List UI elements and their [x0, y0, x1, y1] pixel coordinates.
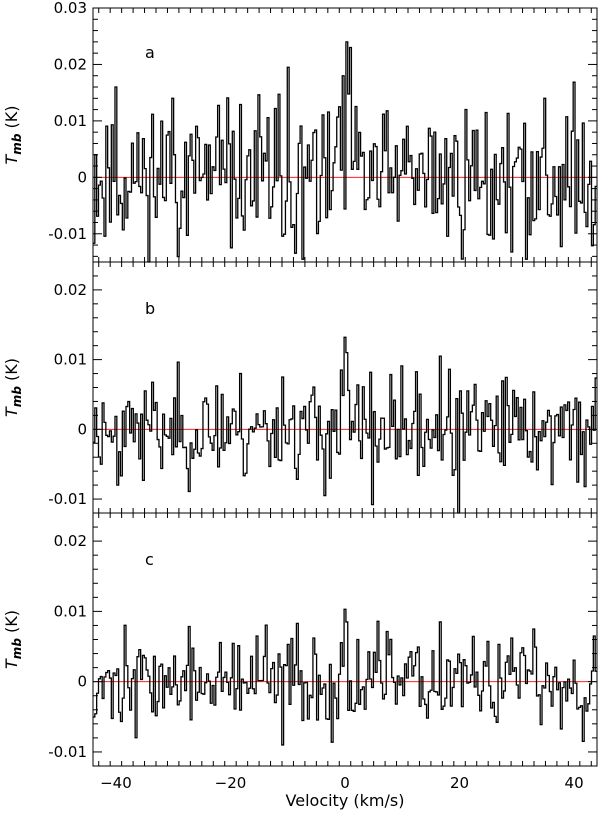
panel-letter: c: [145, 550, 154, 569]
y-axis-label: Tmb (K): [2, 106, 24, 165]
panel-frame: [92, 261, 598, 514]
spectrum-line: [93, 41, 597, 263]
panel-frame: [92, 512, 598, 767]
panel-b: -0.01 0 0.01 0.02 b Tmb (K): [2, 261, 598, 514]
y-axis-label-unit: (K): [2, 106, 21, 134]
y-tick-label: 0.02: [54, 281, 87, 299]
y-tick-label: 0.01: [54, 602, 87, 620]
y-tick-label: 0.03: [54, 0, 87, 17]
panel-letter: a: [145, 43, 155, 62]
y-axis-label-sub: mb: [10, 638, 24, 660]
x-tick-label: −40: [100, 774, 132, 792]
x-tick-label: 40: [565, 774, 584, 792]
y-tick-label: 0: [77, 673, 87, 691]
y-tick-label: -0.01: [48, 743, 87, 761]
y-tick-label: 0.01: [54, 112, 87, 130]
x-tick-label: 20: [450, 774, 469, 792]
y-axis-label-base: T: [2, 658, 21, 669]
y-tick-label: 0.02: [54, 55, 87, 73]
panels-layer: -0.01 0 0.01 0.02 0.03 a Tmb (K) -0.01 0 0.01 0.02…: [2, 0, 598, 792]
y-tick-label: -0.01: [48, 490, 87, 508]
spectrum-line: [93, 608, 597, 746]
y-tick-label: 0.01: [54, 351, 87, 369]
y-axis-label: Tmb (K): [2, 358, 24, 417]
y-axis-label-unit: (K): [2, 358, 21, 386]
x-tick-label: −20: [215, 774, 247, 792]
panel-a: -0.01 0 0.01 0.02 0.03 a Tmb (K): [2, 0, 598, 263]
x-tick-label: 0: [340, 774, 350, 792]
y-tick-label: 0.02: [54, 532, 87, 550]
y-axis-label: Tmb (K): [2, 610, 24, 669]
y-axis-label-sub: mb: [10, 133, 24, 155]
spectrum-line: [93, 336, 597, 514]
y-axis-label-base: T: [2, 406, 21, 417]
y-axis-label-base: T: [2, 153, 21, 164]
y-tick-label: 0: [77, 168, 87, 186]
y-tick-label: 0: [77, 420, 87, 438]
y-axis-label-unit: (K): [2, 610, 21, 638]
x-axis-label: Velocity (km/s): [286, 791, 405, 810]
y-tick-label: -0.01: [48, 225, 87, 243]
panel-c: -0.01 0 0.01 0.02 c Tmb (K): [2, 512, 598, 767]
y-axis-label-sub: mb: [10, 386, 24, 408]
panel-letter: b: [145, 299, 155, 318]
